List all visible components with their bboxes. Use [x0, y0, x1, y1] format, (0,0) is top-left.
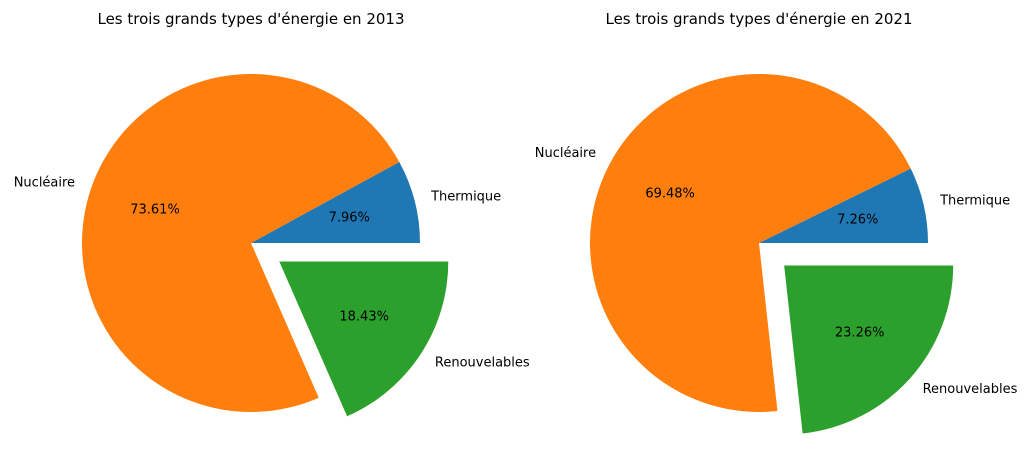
pie-chart-2013: Les trois grands types d'énergie en 2013… [14, 10, 530, 417]
slice-percent-label: 7.96% [329, 210, 370, 225]
slice-percent-label: 7.26% [837, 213, 878, 228]
slice-label: Renouvelables [435, 356, 530, 371]
slice-percent-label: 69.48% [645, 187, 695, 202]
pie-slice-nucléaire [589, 74, 911, 413]
pie-slice-renouvelables [279, 261, 449, 417]
slice-percent-label: 18.43% [339, 309, 389, 324]
slice-label: Nucléaire [14, 175, 75, 190]
chart-title: Les trois grands types d'énergie en 2021 [605, 10, 912, 28]
pie-slice-thermique [251, 161, 420, 243]
chart-title: Les trois grands types d'énergie en 2013 [97, 10, 404, 28]
pie-slice-thermique [759, 168, 928, 243]
slice-label: Renouvelables [923, 382, 1018, 397]
slice-percent-label: 23.26% [835, 326, 885, 341]
pie-chart-2021: Les trois grands types d'énergie en 2021… [535, 10, 1018, 434]
pie-slice-nucléaire [82, 74, 400, 413]
slice-label: Thermique [939, 193, 1010, 208]
pie-slice-renouvelables [784, 265, 954, 434]
slice-percent-label: 73.61% [130, 203, 180, 218]
slice-label: Nucléaire [535, 146, 596, 161]
slice-label: Thermique [430, 189, 501, 204]
